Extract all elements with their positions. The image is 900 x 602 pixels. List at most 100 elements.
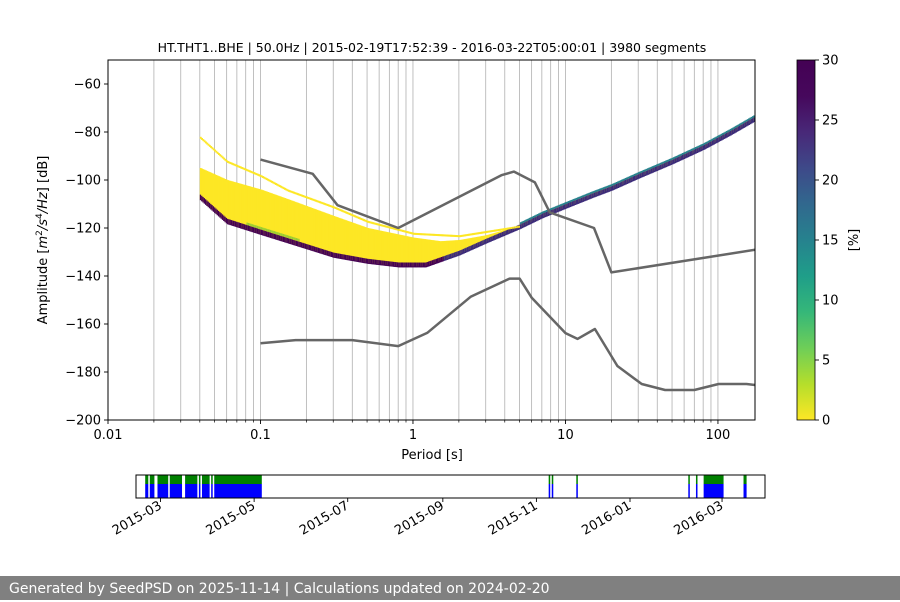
psd-mode-cell bbox=[567, 203, 570, 208]
psd-mode-cell bbox=[733, 128, 736, 134]
colorbar: 0 5 10 15 20 25 30 [%] bbox=[796, 54, 862, 429]
psd-mode-cell bbox=[656, 164, 658, 167]
psd-sparse-cell bbox=[427, 233, 430, 236]
psd-sparse-cell bbox=[492, 229, 495, 232]
psd-sparse-cell bbox=[322, 202, 325, 205]
psd-mode-cell bbox=[430, 260, 433, 266]
psd-sparse-cell bbox=[334, 206, 337, 209]
psd-mode-cell bbox=[641, 172, 644, 178]
psd-mode-cell bbox=[586, 195, 588, 201]
psd-mode-cell bbox=[593, 190, 596, 193]
psd-sparse-cell bbox=[210, 146, 213, 149]
psd-mode-cell bbox=[320, 248, 323, 254]
psd-mode-cell bbox=[586, 193, 588, 196]
psd-spread-cell bbox=[431, 240, 434, 264]
psd-spread-cell bbox=[262, 190, 264, 235]
psd-mode-cell bbox=[286, 235, 289, 238]
psd-spread-cell bbox=[263, 190, 266, 235]
psd-mode-cell bbox=[650, 168, 653, 174]
psd-spread-cell bbox=[457, 240, 460, 255]
psd-sparse-cell bbox=[225, 159, 228, 162]
psd-spread-cell bbox=[398, 234, 401, 267]
psd-spread-cell bbox=[245, 185, 248, 230]
psd-mode-cell bbox=[751, 118, 754, 123]
psd-mode-cell bbox=[621, 181, 623, 187]
psd-sparse-cell bbox=[227, 160, 229, 163]
psd-mode-cell bbox=[554, 208, 557, 213]
psd-mode-cell bbox=[249, 223, 251, 226]
psd-sparse-cell bbox=[506, 227, 509, 230]
psd-sparse-cell bbox=[242, 167, 245, 170]
psd-sparse-cell bbox=[420, 233, 423, 236]
y-tick-label: −160 bbox=[65, 318, 101, 333]
psd-mode-cell bbox=[658, 163, 661, 166]
psd-sparse-cell bbox=[309, 197, 312, 200]
psd-mode-cell bbox=[431, 260, 434, 265]
psd-mode-cell bbox=[280, 235, 283, 242]
psd-mode-cell bbox=[551, 207, 553, 210]
psd-mode-cell bbox=[376, 259, 378, 265]
psd-mode-cell bbox=[657, 163, 660, 166]
psd-sparse-cell bbox=[444, 234, 447, 237]
psd-spread-cell bbox=[319, 210, 321, 253]
psd-mode-cell bbox=[715, 138, 718, 144]
psd-mode-cell bbox=[722, 133, 725, 136]
psd-mode-cell bbox=[630, 175, 633, 178]
psd-sparse-cell bbox=[470, 233, 473, 236]
psd-mode-cell bbox=[713, 137, 715, 140]
psd-mode-cell bbox=[256, 228, 259, 234]
psd-mode-cell bbox=[477, 242, 480, 248]
psd-mode-cell bbox=[601, 189, 604, 195]
psd-spread-cell bbox=[360, 225, 363, 262]
psd-mode-cell bbox=[378, 260, 381, 266]
psd-mode-cell bbox=[294, 240, 297, 246]
psd-mode-cell bbox=[729, 128, 732, 131]
psd-mode-cell bbox=[414, 262, 417, 268]
psd-mode-cell bbox=[549, 208, 552, 211]
psd-mode-cell bbox=[271, 232, 273, 239]
psd-sparse-cell bbox=[273, 182, 276, 185]
psd-spread-cell bbox=[237, 183, 240, 227]
psd-mode-cell bbox=[687, 152, 690, 158]
psd-mode-cell bbox=[670, 160, 673, 165]
psd-mode-cell bbox=[544, 210, 547, 213]
psd-mode-cell bbox=[573, 198, 575, 201]
psd-mode-cell bbox=[324, 249, 327, 255]
timeline-data-segment bbox=[201, 484, 210, 498]
psd-mode-cell bbox=[527, 218, 530, 221]
psd-sparse-cell bbox=[475, 232, 478, 235]
psd-mode-cell bbox=[589, 192, 592, 195]
psd-mode-cell bbox=[608, 187, 610, 192]
psd-sparse-cell bbox=[513, 226, 516, 229]
psd-sparse-cell bbox=[508, 227, 511, 230]
psd-spread-cell bbox=[381, 230, 384, 265]
psd-mode-cell bbox=[514, 226, 517, 232]
psd-mode-cell bbox=[203, 198, 206, 204]
psd-mode-cell bbox=[561, 203, 564, 206]
psd-mode-cell bbox=[368, 258, 371, 264]
psd-mode-cell bbox=[662, 161, 665, 164]
psd-spread-cell bbox=[471, 237, 474, 249]
psd-mode-cell bbox=[640, 171, 643, 174]
psd-mode-cell bbox=[541, 213, 544, 219]
timeline-data-segment bbox=[548, 484, 551, 498]
psd-sparse-cell bbox=[299, 194, 302, 197]
psd-mode-cell bbox=[392, 261, 395, 267]
psd-spread-cell bbox=[370, 228, 373, 264]
psd-spread-cell bbox=[338, 217, 341, 258]
psd-mode-cell bbox=[626, 179, 629, 184]
psd-mode-cell bbox=[587, 193, 590, 196]
psd-mode-cell bbox=[332, 252, 334, 258]
psd-spread-cell bbox=[265, 191, 268, 236]
psd-sparse-cell bbox=[382, 224, 385, 227]
psd-spread-cell bbox=[299, 203, 302, 247]
psd-sparse-cell bbox=[324, 203, 327, 206]
psd-spread-cell bbox=[417, 238, 420, 267]
psd-mode-cell bbox=[574, 198, 577, 201]
psd-mode-cell bbox=[534, 215, 537, 218]
psd-sparse-cell bbox=[497, 229, 500, 232]
psd-spread-cell bbox=[440, 241, 443, 261]
psd-sparse-cell bbox=[421, 233, 424, 236]
psd-mode-cell bbox=[750, 116, 753, 119]
psd-mode-cell bbox=[274, 234, 277, 240]
